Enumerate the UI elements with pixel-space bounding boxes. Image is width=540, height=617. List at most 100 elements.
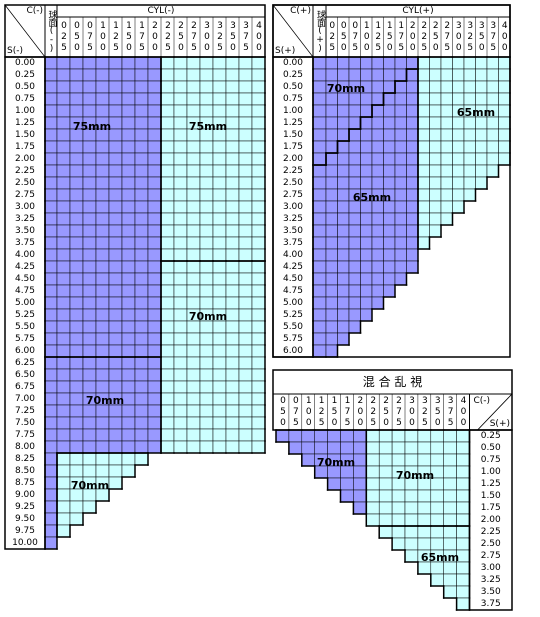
- row-label: 2.25: [14, 165, 36, 176]
- cell: [108, 248, 123, 262]
- cell: [56, 428, 71, 442]
- cell: [371, 248, 384, 262]
- cell: [325, 260, 338, 274]
- cell: [391, 429, 406, 443]
- cell: [452, 200, 465, 214]
- cell: [173, 248, 188, 262]
- cell: [238, 380, 253, 394]
- cell: [186, 284, 201, 298]
- cell: [82, 416, 97, 430]
- cell: [82, 56, 97, 70]
- cell: [456, 441, 470, 455]
- cell: [429, 212, 442, 226]
- cell: [312, 152, 327, 166]
- cell: [325, 320, 338, 334]
- cell: [160, 284, 175, 298]
- cell: [238, 284, 253, 298]
- cell: [173, 296, 188, 310]
- cell: [199, 380, 214, 394]
- cell: [348, 308, 361, 322]
- cell: [173, 356, 188, 370]
- cell: [56, 452, 71, 466]
- cell: [69, 188, 84, 202]
- cell: [417, 200, 430, 214]
- cell: [429, 116, 442, 130]
- cell: [199, 92, 214, 106]
- column-header: 325: [419, 395, 430, 429]
- cell: [251, 128, 266, 142]
- column-header: 200: [355, 395, 366, 429]
- zone-label: 70mm: [395, 468, 435, 482]
- cell: [406, 224, 419, 238]
- cell: [456, 597, 470, 611]
- cell: [173, 200, 188, 214]
- cell: [186, 224, 201, 238]
- cell: [394, 272, 407, 286]
- cell: [121, 440, 136, 454]
- cell: [212, 272, 227, 286]
- cell: [186, 80, 201, 94]
- cell: [82, 428, 97, 442]
- row-label: 4.00: [14, 249, 36, 260]
- cell: [186, 200, 201, 214]
- cell: [147, 68, 162, 82]
- cell: [173, 344, 188, 358]
- cell: [353, 501, 367, 515]
- cell: [186, 140, 201, 154]
- cell: [56, 200, 71, 214]
- cell: [147, 152, 162, 166]
- cell: [238, 428, 253, 442]
- cell: [212, 356, 227, 370]
- cell: [337, 260, 350, 274]
- cell: [44, 536, 58, 550]
- cell: [69, 224, 84, 238]
- cell: [82, 356, 97, 370]
- cell: [199, 212, 214, 226]
- cell: [199, 344, 214, 358]
- cell: [56, 404, 71, 418]
- cell: [251, 296, 266, 310]
- column-header: 225: [368, 395, 379, 429]
- cell: [463, 68, 476, 82]
- cell: [108, 68, 123, 82]
- cell: [69, 440, 84, 454]
- cell: [82, 308, 97, 322]
- cell: [251, 332, 266, 346]
- cell: [360, 248, 373, 262]
- cell: [475, 176, 488, 190]
- cell: [160, 92, 175, 106]
- column-header: 275: [189, 20, 199, 54]
- column-header: 350: [476, 20, 487, 54]
- cell: [199, 176, 214, 190]
- cell: [225, 164, 240, 178]
- cell: [121, 68, 136, 82]
- cell: [95, 212, 110, 226]
- cell: [147, 368, 162, 382]
- cell: [312, 116, 327, 130]
- row-label: 1.00: [14, 105, 36, 116]
- cell: [134, 308, 149, 322]
- cell: [312, 104, 327, 118]
- cell: [440, 164, 453, 178]
- cell: [121, 344, 136, 358]
- cell: [348, 224, 361, 238]
- cell: [160, 392, 175, 406]
- cell: [147, 308, 162, 322]
- cell: [406, 212, 419, 226]
- cell: [238, 92, 253, 106]
- cell: [394, 68, 407, 82]
- cell: [121, 260, 136, 274]
- cell: [238, 200, 253, 214]
- cell: [360, 224, 373, 238]
- cell: [121, 176, 136, 190]
- cell: [147, 320, 162, 334]
- cell: [134, 332, 149, 346]
- cell: [173, 224, 188, 238]
- cell: [337, 272, 350, 286]
- cell: [348, 284, 361, 298]
- cell: [238, 152, 253, 166]
- row-label: 2.00: [14, 153, 36, 164]
- cell: [160, 356, 175, 370]
- cell: [108, 224, 123, 238]
- cell: [44, 140, 58, 154]
